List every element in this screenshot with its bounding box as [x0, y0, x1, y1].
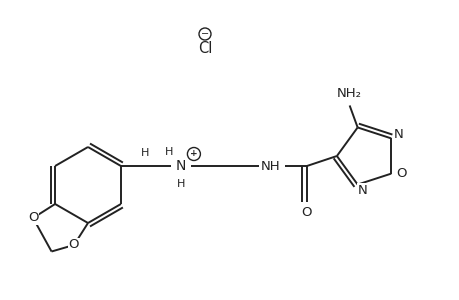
- Text: N: N: [392, 128, 402, 141]
- Text: +: +: [190, 149, 197, 158]
- Text: Cl: Cl: [197, 40, 212, 56]
- Text: O: O: [301, 206, 312, 220]
- Text: H: H: [140, 148, 149, 158]
- Text: N: N: [175, 159, 186, 173]
- Text: −: −: [201, 29, 208, 39]
- Text: NH: NH: [261, 160, 280, 172]
- Text: NH₂: NH₂: [336, 87, 361, 100]
- Text: H: H: [164, 147, 173, 157]
- Text: O: O: [395, 167, 406, 180]
- Text: O: O: [28, 212, 38, 224]
- Text: O: O: [68, 238, 79, 251]
- Text: N: N: [357, 184, 367, 197]
- Text: H: H: [176, 179, 185, 189]
